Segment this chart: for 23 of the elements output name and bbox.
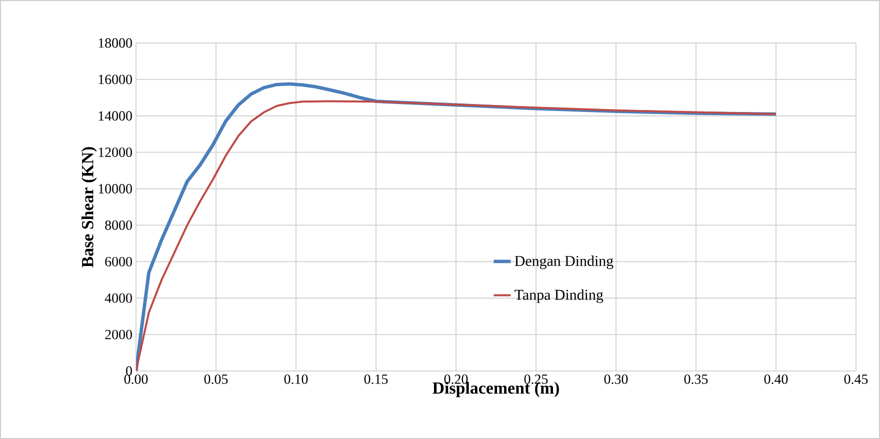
y-tick-label: 8000 [105,220,132,230]
y-tick-label: 4000 [104,293,132,303]
x-tick-label: 0.00 [124,374,148,384]
x-tick-label: 0.35 [684,374,708,384]
x-tick-label: 0.10 [284,374,308,384]
y-tick-label: 10000 [98,184,132,194]
y-tick-label: 12000 [98,148,132,158]
y-tick-label: 2000 [105,330,132,340]
x-tick-label: 0.05 [204,374,228,384]
x-tick-label: 0.40 [764,374,788,384]
x-tick-label: 0.15 [364,374,388,384]
y-tick-label: 14000 [98,111,132,121]
y-tick-label: 18000 [98,38,132,48]
y-tick-label: 16000 [98,74,132,84]
x-tick-label: 0.25 [524,374,548,384]
y-tick-label: 6000 [105,256,132,266]
y-tick-label: 0 [126,366,132,376]
x-tick-label: 0.20 [444,374,468,384]
legend-label: Dengan Dinding [514,256,614,270]
legend-label: Tanpa Dinding [514,289,604,303]
x-tick-label: 0.45 [844,374,868,384]
y-axis-title: Base Shear (KN) [81,147,97,268]
x-tick-label: 0.30 [604,374,628,384]
